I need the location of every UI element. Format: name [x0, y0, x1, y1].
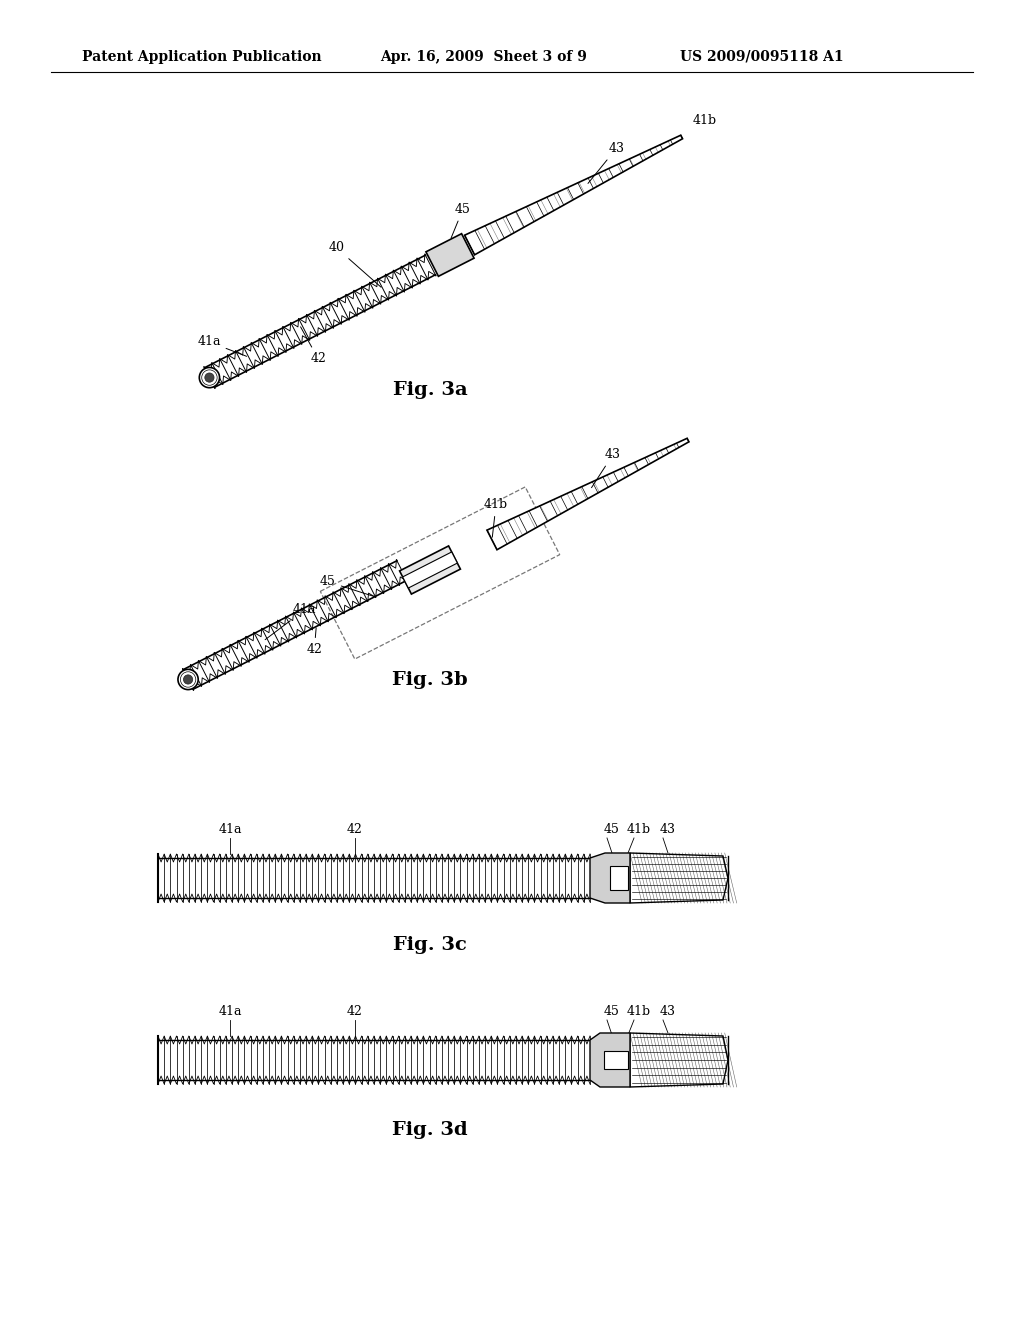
Text: US 2009/0095118 A1: US 2009/0095118 A1	[680, 50, 844, 63]
Text: 42: 42	[301, 327, 326, 366]
Text: 43: 43	[660, 822, 676, 836]
Text: Patent Application Publication: Patent Application Publication	[82, 50, 322, 63]
Text: 45: 45	[319, 576, 374, 597]
Polygon shape	[426, 234, 474, 276]
Text: 42: 42	[347, 822, 362, 836]
Polygon shape	[630, 1034, 728, 1086]
Text: 43: 43	[588, 143, 625, 183]
Polygon shape	[590, 1034, 630, 1086]
Text: Apr. 16, 2009  Sheet 3 of 9: Apr. 16, 2009 Sheet 3 of 9	[380, 50, 587, 63]
Polygon shape	[465, 135, 683, 255]
Text: 41b: 41b	[627, 1005, 651, 1018]
Circle shape	[183, 675, 193, 684]
Polygon shape	[590, 853, 630, 903]
Polygon shape	[630, 853, 728, 903]
Text: 42: 42	[347, 1005, 362, 1018]
Text: 45: 45	[451, 203, 471, 238]
Text: 45: 45	[604, 822, 620, 836]
Text: 41a: 41a	[198, 335, 247, 356]
Polygon shape	[487, 438, 689, 549]
Text: 43: 43	[660, 1005, 676, 1018]
Polygon shape	[402, 552, 458, 587]
FancyBboxPatch shape	[604, 1051, 628, 1069]
Circle shape	[200, 367, 219, 388]
Text: 41a: 41a	[218, 822, 242, 836]
Text: Fig. 3c: Fig. 3c	[393, 936, 467, 954]
Text: 40: 40	[328, 242, 381, 288]
Text: 45: 45	[604, 1005, 620, 1018]
Text: 41a: 41a	[265, 603, 316, 640]
Text: 41b: 41b	[693, 114, 717, 127]
Text: 41a: 41a	[218, 1005, 242, 1018]
Circle shape	[205, 374, 214, 383]
Polygon shape	[399, 546, 461, 594]
Text: Fig. 3b: Fig. 3b	[392, 671, 468, 689]
FancyBboxPatch shape	[610, 866, 628, 890]
Text: 43: 43	[592, 447, 621, 487]
Text: Fig. 3a: Fig. 3a	[392, 381, 467, 399]
Text: 41b: 41b	[627, 822, 651, 836]
Text: Fig. 3d: Fig. 3d	[392, 1121, 468, 1139]
Text: 41b: 41b	[484, 498, 508, 537]
Circle shape	[178, 669, 199, 689]
Text: 42: 42	[306, 628, 323, 656]
